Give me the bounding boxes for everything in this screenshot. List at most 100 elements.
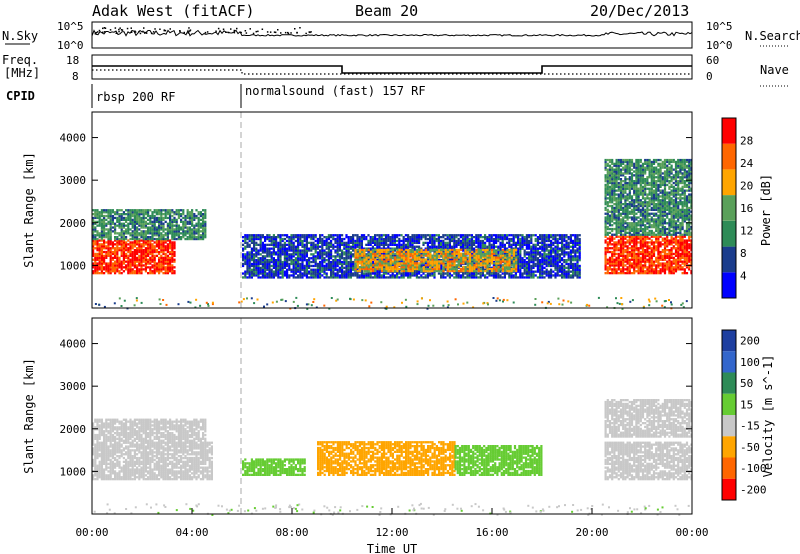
heat-cell (396, 256, 399, 259)
heat-cell (127, 213, 130, 216)
heat-cell (446, 264, 450, 267)
heat-cell (525, 276, 528, 279)
heat-cell (275, 237, 278, 241)
heat-cell (338, 241, 341, 244)
heat-cell (349, 274, 352, 277)
heat-cell (543, 234, 546, 237)
heat-cell (142, 224, 145, 227)
heat-cell (563, 247, 566, 250)
heat-cell (530, 257, 533, 260)
heat-cell (413, 254, 417, 257)
heat-cell (389, 276, 392, 279)
heat-cell (574, 243, 577, 246)
heat-cell (530, 253, 533, 256)
heat-cell (279, 255, 282, 258)
heat-cell (495, 255, 498, 258)
heat-cell (385, 241, 388, 244)
heat-cell (186, 230, 189, 233)
heat-cell (477, 266, 480, 269)
heat-cell (312, 272, 315, 275)
heat-cell (125, 268, 128, 271)
heat-cell (481, 241, 484, 244)
heat-cell (140, 247, 143, 250)
heat-cell (103, 239, 106, 242)
heat-cell (356, 245, 359, 248)
heat-cell (169, 228, 172, 231)
heat-cell (290, 234, 293, 237)
heat-cell (488, 243, 491, 246)
heat-cell (272, 270, 275, 273)
heat-cell (133, 252, 136, 256)
heat-cell (303, 259, 306, 262)
heat-cell (433, 260, 436, 263)
heat-cell (290, 268, 293, 271)
heat-cell (308, 272, 311, 275)
heat-cell (158, 270, 161, 273)
heat-cell (281, 270, 284, 273)
heat-cell (438, 256, 441, 259)
heat-cell (563, 245, 566, 248)
heat-cell (503, 245, 506, 248)
heat-cell (259, 245, 262, 248)
heat-cell (569, 253, 572, 256)
heat-cell (164, 232, 167, 235)
heat-cell (279, 243, 282, 246)
heat-cell (338, 234, 341, 237)
heat-cell (512, 262, 516, 265)
heat-cell (504, 262, 507, 265)
heat-cell (182, 213, 185, 216)
heat-cell (153, 249, 156, 252)
heat-cell (314, 264, 317, 268)
heat-cell (378, 248, 381, 252)
heat-cell (400, 252, 403, 255)
heat-cell (530, 276, 533, 279)
heat-cell (431, 236, 434, 239)
heat-cell (204, 236, 207, 239)
heat-cell (96, 268, 99, 271)
heat-cell (100, 213, 103, 216)
heat-cell (440, 241, 443, 244)
heat-cell (455, 258, 458, 261)
heat-cell (536, 270, 539, 273)
heat-cell (437, 247, 440, 250)
heat-cell (138, 218, 141, 221)
heat-cell (248, 236, 251, 239)
heat-cell (347, 239, 350, 243)
heat-cell (155, 264, 158, 267)
heat-cell (100, 254, 103, 257)
heat-cell (510, 245, 513, 248)
heat-cell (455, 252, 458, 255)
heat-cell (466, 250, 469, 253)
heat-cell (477, 239, 480, 243)
heat-cell (347, 257, 350, 260)
heat-cell (92, 258, 95, 261)
heat-cell (552, 255, 555, 258)
heat-cell (96, 214, 99, 218)
heat-cell (242, 257, 245, 260)
heat-cell (281, 272, 284, 275)
heat-cell (440, 254, 443, 257)
heat-cell (497, 264, 500, 268)
heat-cell (303, 236, 306, 239)
heat-cell (418, 245, 421, 248)
heat-cell (523, 251, 526, 254)
heat-cell (199, 226, 202, 229)
heat-cell (391, 236, 394, 239)
heat-cell (543, 251, 546, 254)
heat-cell (510, 252, 513, 255)
heat-cell (561, 245, 564, 248)
heat-cell (321, 259, 324, 262)
heat-cell (120, 254, 123, 257)
heat-cell (407, 237, 410, 241)
heat-cell (202, 226, 205, 229)
heat-cell (475, 264, 478, 267)
heat-cell (144, 266, 147, 269)
heat-cell (294, 239, 297, 243)
cpid-panel: CPID rbsp 200 RF normalsound (fast) 157 … (6, 84, 426, 108)
heat-cell (453, 276, 456, 279)
heat-cell (321, 237, 324, 241)
heat-cell (109, 243, 112, 246)
heat-cell (120, 237, 123, 241)
heat-cell (272, 239, 275, 243)
heat-cell (283, 253, 286, 256)
